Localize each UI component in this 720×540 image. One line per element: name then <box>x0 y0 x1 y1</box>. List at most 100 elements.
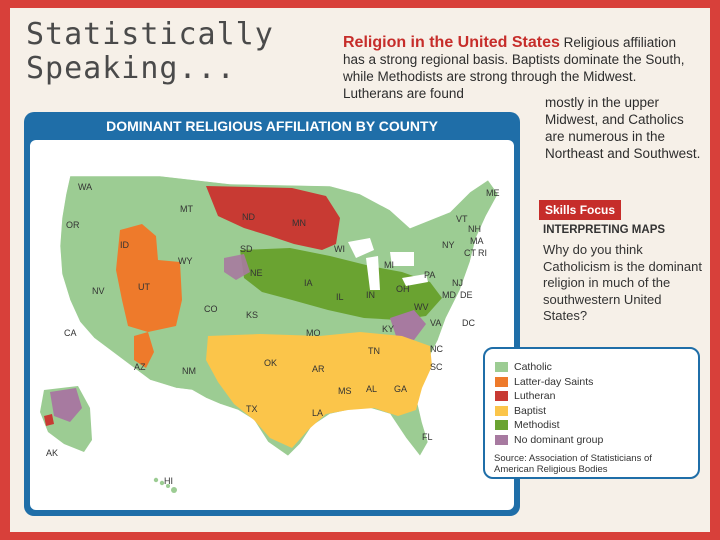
state-label-or: OR <box>66 220 80 230</box>
us-county-map: WA OR ID MT ND MN SD WY NV CA UT CO NE KS IA WI MI NY VTNH… <box>40 175 500 493</box>
map-title: DOMINANT RELIGIOUS AFFILIATION BY COUNTY <box>106 118 438 134</box>
state-label-tx: TX <box>246 404 258 414</box>
frame-border-bottom <box>0 532 720 540</box>
state-label-wv: WV <box>414 302 429 312</box>
skills-subtitle: INTERPRETING MAPS <box>543 224 666 236</box>
state-label-sc: SC <box>430 362 443 372</box>
legend-swatch <box>495 405 508 416</box>
state-label-md: MD <box>442 290 456 300</box>
map-frame: WA OR ID MT ND MN SD WY NV CA UT CO NE KS IA WI MI NY VT NH… <box>30 140 514 510</box>
headline-body: Religious affiliation has a strong regio… <box>343 35 685 101</box>
skills-question: Why do you think Catholicism is the domi… <box>543 242 702 323</box>
feature-logo-line1: Statistically <box>26 17 274 52</box>
legend-swatch <box>495 391 508 402</box>
state-label-ct: CT <box>464 248 476 258</box>
state-label-de: DE <box>460 290 473 300</box>
state-label-fl: FL <box>422 432 433 442</box>
map-source: Source: Association of Statisticians of … <box>494 453 652 475</box>
legend-item: Methodist <box>495 419 560 433</box>
state-label-va: VA <box>430 318 441 328</box>
frame-border-right <box>710 0 720 540</box>
state-label-ca: CA <box>64 328 77 338</box>
state-label-vt: VT <box>456 214 468 224</box>
map-legend: Catholic Latter-day Saints Lutheran Baptist… <box>483 347 700 479</box>
state-label-hi: HI <box>164 476 173 486</box>
state-label-ma: MA <box>470 236 484 246</box>
region-no-dominant-group-mw <box>224 254 250 280</box>
state-label-sd: SD <box>240 244 253 254</box>
region-latter-day-saints-az <box>134 332 154 368</box>
state-label-ri: RI <box>478 248 487 258</box>
state-label-id: ID <box>120 240 130 250</box>
legend-label: Catholic <box>514 361 552 373</box>
state-label-nv: NV <box>92 286 105 296</box>
state-label-wi: WI <box>334 244 345 254</box>
legend-item: Catholic <box>495 361 552 375</box>
region-latter-day-saints <box>116 224 182 332</box>
legend-swatch <box>495 434 508 445</box>
skills-focus-badge: Skills Focus <box>539 200 622 220</box>
headline-title: Religion in the United States <box>343 34 560 51</box>
legend-swatch <box>495 420 508 431</box>
state-label-ne: NE <box>250 268 263 278</box>
map-panel: DOMINANT RELIGIOUS AFFILIATION BY COUNTY <box>24 112 520 516</box>
state-label-co: CO <box>204 304 218 314</box>
state-label-me: ME <box>486 188 500 198</box>
hawaii <box>153 477 177 493</box>
state-label-nm: NM <box>182 366 196 376</box>
state-label-il: IL <box>336 292 344 302</box>
state-label-in: IN <box>366 290 375 300</box>
frame-border-top <box>0 0 720 8</box>
state-label-ok: OK <box>264 358 277 368</box>
state-label-ks: KS <box>246 310 258 320</box>
state-label-ia: IA <box>304 278 313 288</box>
state-label-ar: AR <box>312 364 325 374</box>
headline-body-continued: mostly in the upper Midwest, and Catholi… <box>545 95 701 161</box>
state-label-mi: MI <box>384 260 394 270</box>
state-labels: WA OR ID MT ND MN SD WY NV CA UT CO NE KS IA WI MI NY VTNH… <box>46 182 500 486</box>
state-label-ny: NY <box>442 240 455 250</box>
state-label-ms: MS <box>338 386 352 396</box>
state-label-mo: MO <box>306 328 321 338</box>
state-label-az: AZ <box>134 362 146 372</box>
state-label-nd: ND <box>242 212 255 222</box>
legend-swatch <box>495 376 508 387</box>
state-label-nc: NC <box>430 344 443 354</box>
feature-logo-line2: Speaking... <box>26 51 236 86</box>
legend-swatch <box>495 362 508 373</box>
legend-label: Baptist <box>514 404 547 417</box>
state-label-la: LA <box>312 408 323 418</box>
great-lakes <box>348 238 428 290</box>
state-label-wa: WA <box>78 182 92 192</box>
legend-item: Baptist <box>495 405 546 419</box>
region-no-dominant-group-appalachia <box>390 310 426 340</box>
region-methodist <box>240 248 442 320</box>
state-label-mt: MT <box>180 204 193 214</box>
state-label-pa: PA <box>424 270 435 280</box>
alaska-no-dominant <box>50 388 82 422</box>
legend-item: Latter-day Saints <box>495 376 593 390</box>
legend-item: Lutheran <box>495 390 555 404</box>
frame-border-left <box>0 0 10 540</box>
state-label-ky: KY <box>382 324 394 334</box>
state-label-tn: TN <box>368 346 380 356</box>
feature-logo: Statistically Speaking... <box>26 18 274 86</box>
legend-label: Latter-day Saints <box>514 375 594 388</box>
state-label-ga: GA <box>394 384 407 394</box>
region-baptist <box>206 332 432 448</box>
state-label-mn: MN <box>292 218 306 228</box>
state-label-oh: OH <box>396 284 410 294</box>
state-label-nj: NJ <box>452 278 463 288</box>
region-lutheran <box>206 186 340 250</box>
legend-label: Methodist <box>514 419 560 431</box>
state-label-ut: UT <box>138 282 150 292</box>
state-label-ak: AK <box>46 448 58 458</box>
legend-label: No dominant group <box>514 433 604 446</box>
state-label-nh: NH <box>468 224 481 234</box>
legend-label: Lutheran <box>514 390 556 402</box>
state-label-wy: WY <box>178 256 193 266</box>
headline: Religion in the United States Religious … <box>343 34 698 102</box>
state-label-dc: DC <box>462 318 475 328</box>
alaska-latter-day-saints <box>44 414 54 426</box>
